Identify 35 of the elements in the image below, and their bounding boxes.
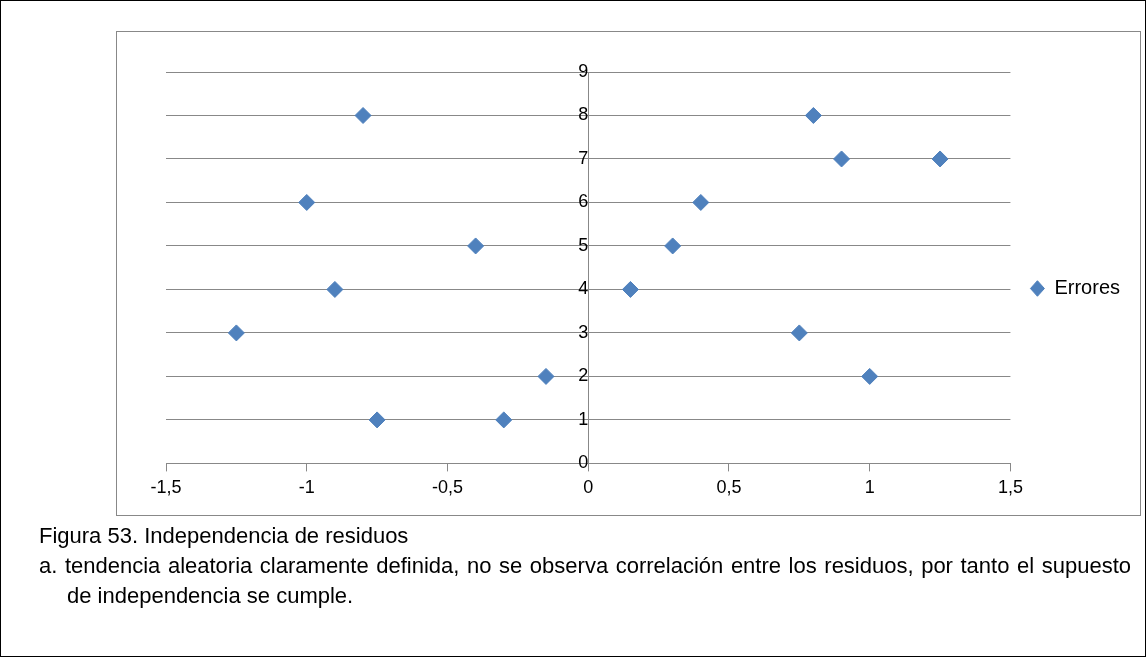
y-tick-label: 1	[578, 408, 589, 429]
point	[368, 411, 386, 429]
point	[861, 367, 879, 385]
point	[931, 150, 949, 168]
point	[467, 237, 485, 255]
x-tick-label: 1,5	[997, 477, 1023, 498]
point	[354, 106, 372, 124]
point	[692, 193, 710, 211]
point	[621, 280, 639, 298]
legend-label: Errores	[1054, 276, 1121, 299]
y-tick-label: 6	[578, 191, 589, 212]
y-tick-label: 3	[578, 321, 589, 342]
point	[227, 324, 245, 342]
x-tick-label: 1	[864, 477, 875, 498]
y-tick-label: 8	[578, 104, 589, 125]
text: a. tendencia aleatoria claramente definida, no se observa correlación entre los residuos, por tanto el supuesto de independencia se cumple.	[39, 552, 1131, 610]
point	[495, 411, 513, 429]
x-tick-label: -0,5	[431, 477, 463, 498]
y-tick-label: 2	[578, 365, 589, 386]
x-tick-label: -1	[298, 477, 315, 498]
x-tick-label: -1,5	[150, 477, 182, 498]
x-tick-label: 0,5	[716, 477, 742, 498]
point	[790, 324, 808, 342]
y-tick-label: 0	[578, 452, 589, 473]
y-tick-label: 5	[578, 234, 589, 255]
text: Figura 53. Independencia de residuos	[39, 522, 410, 550]
point	[833, 150, 851, 168]
point	[804, 106, 822, 124]
point	[298, 193, 316, 211]
y-tick-label: 7	[578, 147, 589, 168]
point	[664, 237, 682, 255]
y-tick-label: 9	[578, 60, 589, 81]
y-tick-label: 4	[578, 278, 589, 299]
point	[326, 280, 344, 298]
point	[537, 367, 555, 385]
